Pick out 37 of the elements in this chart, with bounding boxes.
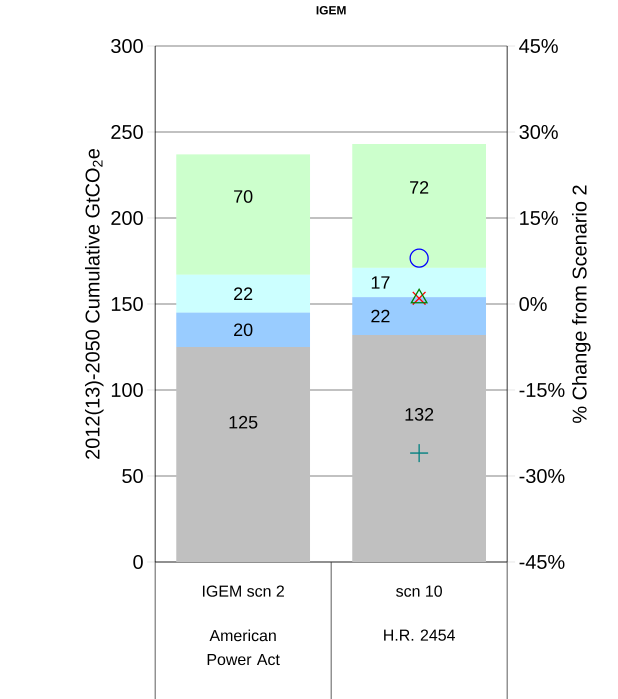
y-tick-label: 300 <box>111 38 143 54</box>
y-tick-label: 0 <box>133 554 143 570</box>
bar <box>176 274 310 313</box>
y-tick-label: 200 <box>111 210 143 226</box>
y-tick-label: 250 <box>111 124 143 140</box>
y2-axis-title: % Change from Scenario 2 <box>572 185 591 423</box>
data-label: 22 <box>234 287 252 300</box>
data-label: 70 <box>234 190 252 203</box>
data-label: 72 <box>410 181 428 194</box>
chart-title: IGEM <box>316 6 346 14</box>
y2-tick-label: 0% <box>519 296 547 312</box>
bar <box>176 154 310 275</box>
data-label: 17 <box>372 276 390 289</box>
bar <box>352 268 486 298</box>
y-tick-label: 150 <box>112 296 143 312</box>
data-label: 20 <box>234 323 252 336</box>
data-label: 22 <box>371 310 390 322</box>
x-tick-label: IGEM scn 2 <box>202 586 284 597</box>
text: H.R. 2454 <box>384 630 455 641</box>
y2-tick-label: 45% <box>519 39 558 54</box>
y-tick-label: 50 <box>122 468 143 484</box>
y2-tick-label: -45% <box>519 554 564 569</box>
bar <box>176 346 310 562</box>
bar <box>176 312 310 347</box>
data-label: 125 <box>229 416 258 429</box>
bar <box>352 334 486 562</box>
data-label: 132 <box>405 408 434 421</box>
bar <box>352 297 486 335</box>
y2-tick-label: -30% <box>519 468 564 484</box>
y2-tick-label: -15% <box>519 382 564 397</box>
x-tick-label: scn 10 <box>396 586 442 597</box>
y2-tick-label: 30% <box>519 124 558 140</box>
y2-tick-label: 15% <box>520 210 558 226</box>
text: American Power Act <box>208 630 280 666</box>
y-tick-label: 100 <box>112 382 143 398</box>
bar <box>352 144 486 268</box>
y-axis-title: 2012(13)-2050 Cumulative GtCO$_{2}$e <box>84 149 104 459</box>
